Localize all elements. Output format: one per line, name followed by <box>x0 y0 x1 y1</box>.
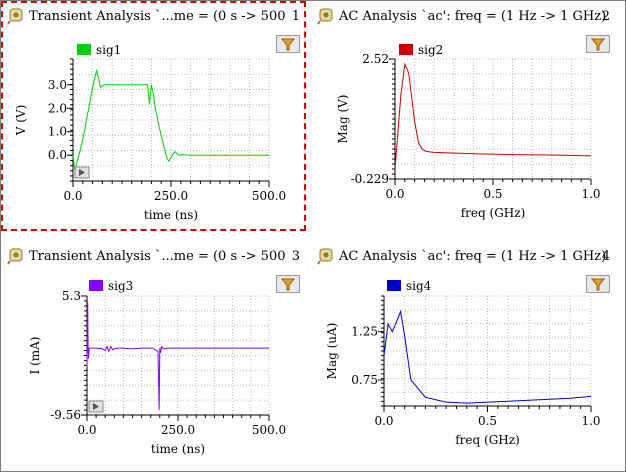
legend-swatch <box>89 280 103 291</box>
plot-panel-2[interactable]: AC Analysis `ac': freq = (1 Hz -> 1 GHz)… <box>311 1 616 231</box>
plot-panel-4[interactable]: AC Analysis `ac': freq = (1 Hz -> 1 GHz)… <box>311 241 616 471</box>
series-line-sig2 <box>394 62 592 170</box>
y-tick-label: 2.0 <box>48 101 67 115</box>
legend-swatch <box>399 44 413 55</box>
panel-title: Transient Analysis `...me = (0 s -> 500 <box>29 9 286 24</box>
x-tick-label: 500.0 <box>252 423 286 437</box>
panel-number: 2 <box>601 9 610 24</box>
legend-item[interactable]: sig1 <box>77 43 121 57</box>
x-tick-label: 0.0 <box>374 414 393 428</box>
y-tick-label: 5.3 <box>62 289 81 303</box>
panel-icon[interactable] <box>7 247 25 269</box>
y-tick-label: 1.25 <box>351 325 378 339</box>
play-button[interactable] <box>74 166 90 179</box>
x-tick-label: 0.0 <box>63 189 82 203</box>
y-tick-label: 0.0 <box>48 148 67 162</box>
filter-icon[interactable] <box>586 35 610 53</box>
panel-title: AC Analysis `ac': freq = (1 Hz -> 1 GHz) <box>339 249 607 264</box>
chart-sig1[interactable]: 0.0 250.0 500.0 0.0 1.0 2.0 3.0 time (ns) V (V) <box>1 1 306 231</box>
legend-label: sig4 <box>406 279 432 293</box>
y-axis-label: I (mA) <box>28 337 42 375</box>
x-axis-label: freq (GHz) <box>461 206 526 220</box>
filter-icon[interactable] <box>276 275 300 293</box>
y-tick-label: -9.56 <box>50 408 81 422</box>
x-axis-label: time (ns) <box>144 208 198 222</box>
panel-title: Transient Analysis `...me = (0 s -> 500 <box>29 249 286 264</box>
y-axis-label: Mag (V) <box>336 95 350 144</box>
x-tick-label: 1.0 <box>581 414 600 428</box>
legend-label: sig1 <box>96 43 122 57</box>
plot-panel-1[interactable]: Transient Analysis `...me = (0 s -> 500 … <box>1 1 306 231</box>
chart-sig2[interactable]: 0.0 0.5 1.0 -0.229 2.52 freq (GHz) Mag (V) <box>311 1 616 231</box>
panel-number: 4 <box>601 249 610 264</box>
legend-item[interactable]: sig2 <box>399 43 443 57</box>
x-tick-label: 0.0 <box>77 423 96 437</box>
x-tick-label: 0.0 <box>385 187 404 201</box>
y-tick-label: 2.52 <box>362 52 389 66</box>
x-tick-label: 0.5 <box>478 414 497 428</box>
chart-sig4[interactable]: 0.0 0.5 1.0 0.75 1.25 freq (GHz) Mag (uA) <box>311 241 616 471</box>
series-line-sig3 <box>86 302 269 410</box>
x-tick-label: 500.0 <box>252 189 286 203</box>
y-axis-label: Mag (uA) <box>325 323 339 380</box>
plot-panel-3[interactable]: Transient Analysis `...me = (0 s -> 500 … <box>1 241 306 471</box>
x-axis-label: time (ns) <box>151 442 205 456</box>
x-tick-label: 0.5 <box>483 187 502 201</box>
panel-number: 1 <box>291 9 300 24</box>
legend-swatch <box>387 280 401 291</box>
x-tick-label: 1.0 <box>581 187 600 201</box>
panel-title: AC Analysis `ac': freq = (1 Hz -> 1 GHz) <box>339 9 607 24</box>
play-icon <box>79 169 85 176</box>
panel-icon[interactable] <box>7 7 25 29</box>
filter-icon[interactable] <box>586 275 610 293</box>
y-tick-label: 3.0 <box>48 78 67 92</box>
play-icon <box>93 403 99 410</box>
chart-sig3[interactable]: 0.0 250.0 500.0 -9.56 5.3 time (ns) I (mA) <box>1 241 306 471</box>
series-line-sig4 <box>383 309 592 404</box>
panel-icon[interactable] <box>317 7 335 29</box>
play-button[interactable] <box>88 400 104 413</box>
x-tick-label: 250.0 <box>161 423 195 437</box>
series-line-sig1 <box>72 68 269 172</box>
legend-item[interactable]: sig4 <box>387 279 431 293</box>
y-tick-label: 1.0 <box>48 125 67 139</box>
legend-item[interactable]: sig3 <box>89 279 133 293</box>
x-axis-label: freq (GHz) <box>455 433 520 447</box>
y-tick-label: -0.229 <box>351 172 389 186</box>
legend-label: sig3 <box>108 279 134 293</box>
y-tick-label: 0.75 <box>351 373 378 387</box>
filter-icon[interactable] <box>276 35 300 53</box>
panel-icon[interactable] <box>317 247 335 269</box>
x-tick-label: 250.0 <box>154 189 188 203</box>
panel-number: 3 <box>291 249 300 264</box>
y-axis-label: V (V) <box>14 105 28 137</box>
legend-swatch <box>77 44 91 55</box>
legend-label: sig2 <box>418 43 444 57</box>
